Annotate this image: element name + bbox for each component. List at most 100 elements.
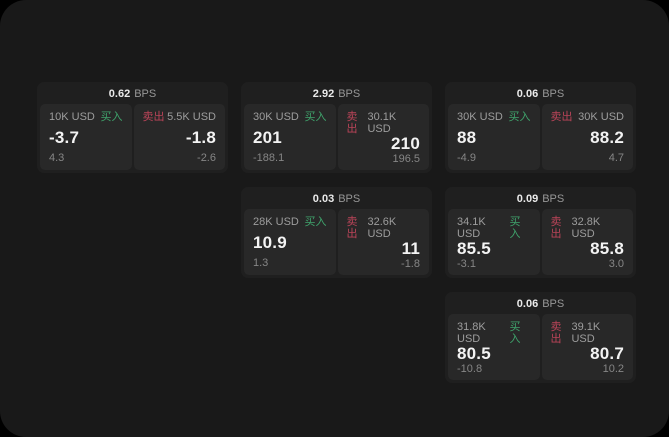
- bps-header: 0.09 BPS: [448, 190, 633, 209]
- quote-card: 0.03 BPS 28K USD 买入 10.9 1.3 卖出 32.6K US…: [241, 187, 432, 278]
- buy-size: 30K USD: [457, 111, 503, 123]
- buy-panel[interactable]: 10K USD 买入 -3.7 4.3: [40, 104, 132, 170]
- buy-panel-header: 10K USD 买入: [49, 111, 123, 123]
- sell-size: 32.6K USD: [367, 216, 397, 240]
- buy-price: 88: [457, 127, 477, 147]
- sell-price: -1.8: [185, 127, 216, 147]
- bps-value: 0.62: [108, 88, 131, 100]
- sell-panel-header: 卖出 39.1K USD: [551, 321, 625, 345]
- buy-panel[interactable]: 30K USD 买入 88 -4.9: [448, 104, 540, 170]
- bps-unit-label: BPS: [134, 88, 157, 100]
- bps-value: 0.03: [312, 193, 335, 205]
- card-body: 30K USD 买入 201 -188.1 卖出 30.1K USD 210 1…: [244, 104, 429, 170]
- buy-panel[interactable]: 30K USD 买入 201 -188.1: [244, 104, 336, 170]
- sell-panel[interactable]: 卖出 32.6K USD 11 -1.8: [337, 209, 429, 275]
- card-body: 10K USD 买入 -3.7 4.3 卖出 5.5K USD -1.8 -2.…: [40, 104, 225, 170]
- bps-header: 0.03 BPS: [244, 190, 429, 209]
- buy-panel[interactable]: 31.8K USD 买入 80.5 -10.8: [448, 314, 540, 380]
- sell-change: 4.7: [608, 152, 624, 164]
- quote-cards-grid: 0.62 BPS 10K USD 买入 -3.7 4.3 卖出 5.5K USD: [37, 82, 636, 383]
- bps-value: 0.06: [516, 88, 539, 100]
- buy-price: 10.9: [253, 232, 287, 252]
- quote-card: 0.62 BPS 10K USD 买入 -3.7 4.3 卖出 5.5K USD: [37, 82, 228, 173]
- sell-change: 3.0: [608, 258, 624, 270]
- bps-value: 0.06: [516, 298, 539, 310]
- bps-unit-label: BPS: [542, 298, 565, 310]
- buy-size: 31.8K USD: [457, 321, 486, 345]
- sell-panel[interactable]: 卖出 30K USD 88.2 4.7: [541, 104, 633, 170]
- buy-size: 28K USD: [253, 216, 299, 228]
- buy-change: -10.8: [457, 363, 483, 375]
- buy-change: 4.3: [49, 152, 65, 164]
- buy-panel-header: 30K USD 买入: [457, 111, 531, 123]
- sell-panel-header: 卖出 30.1K USD: [347, 111, 421, 135]
- sell-change: -1.8: [401, 258, 420, 270]
- quote-card: 0.09 BPS 34.1K USD 买入 85.5 -3.1 卖出 32.8K…: [445, 187, 636, 278]
- bps-header: 0.06 BPS: [448, 295, 633, 314]
- bps-header: 0.06 BPS: [448, 85, 633, 104]
- buy-panel-header: 31.8K USD 买入: [457, 321, 531, 345]
- sell-panel[interactable]: 卖出 39.1K USD 80.7 10.2: [541, 314, 633, 380]
- sell-label: 卖出: [346, 216, 358, 240]
- buy-panel-header: 34.1K USD 买入: [457, 216, 531, 240]
- sell-panel[interactable]: 卖出 5.5K USD -1.8 -2.6: [133, 104, 225, 170]
- sell-size: 5.5K USD: [167, 111, 216, 123]
- buy-label: 买入: [509, 216, 521, 240]
- buy-price: 201: [253, 127, 282, 147]
- buy-label: 买入: [304, 216, 327, 228]
- bps-unit-label: BPS: [542, 88, 565, 100]
- sell-label: 卖出: [550, 111, 573, 123]
- card-body: 34.1K USD 买入 85.5 -3.1 卖出 32.8K USD 85.8…: [448, 209, 633, 275]
- sell-panel-header: 卖出 32.6K USD: [347, 216, 421, 240]
- buy-panel-header: 28K USD 买入: [253, 216, 327, 228]
- bps-header: 2.92 BPS: [244, 85, 429, 104]
- sell-label: 卖出: [550, 216, 562, 240]
- buy-change: -3.1: [457, 258, 476, 270]
- sell-label: 卖出: [550, 321, 562, 345]
- card-body: 30K USD 买入 88 -4.9 卖出 30K USD 88.2 4.7: [448, 104, 633, 170]
- bps-header: 0.62 BPS: [40, 85, 225, 104]
- sell-price: 80.7: [590, 344, 624, 363]
- buy-label: 买入: [100, 111, 123, 123]
- sell-price: 11: [401, 239, 420, 258]
- sell-price: 88.2: [590, 127, 624, 147]
- sell-size: 30K USD: [578, 111, 624, 123]
- sell-label: 卖出: [142, 111, 165, 123]
- sell-panel[interactable]: 卖出 30.1K USD 210 196.5: [337, 104, 429, 170]
- card-body: 31.8K USD 买入 80.5 -10.8 卖出 39.1K USD 80.…: [448, 314, 633, 380]
- buy-price: 85.5: [457, 239, 491, 258]
- buy-change: -188.1: [253, 152, 285, 164]
- buy-price: -3.7: [49, 127, 80, 147]
- sell-panel-header: 卖出 32.8K USD: [551, 216, 625, 240]
- bps-value: 2.92: [312, 88, 335, 100]
- buy-panel-header: 30K USD 买入: [253, 111, 327, 123]
- bps-unit-label: BPS: [338, 88, 361, 100]
- buy-label: 买入: [508, 111, 531, 123]
- sell-panel[interactable]: 卖出 32.8K USD 85.8 3.0: [541, 209, 633, 275]
- buy-size: 34.1K USD: [457, 216, 486, 240]
- buy-label: 买入: [509, 321, 521, 345]
- buy-panel[interactable]: 34.1K USD 买入 85.5 -3.1: [448, 209, 540, 275]
- buy-panel[interactable]: 28K USD 买入 10.9 1.3: [244, 209, 336, 275]
- sell-size: 30.1K USD: [367, 111, 397, 135]
- sell-change: 10.2: [602, 363, 624, 375]
- quote-card: 0.06 BPS 31.8K USD 买入 80.5 -10.8 卖出 39.1…: [445, 292, 636, 383]
- card-body: 28K USD 买入 10.9 1.3 卖出 32.6K USD 11 -1.8: [244, 209, 429, 275]
- buy-label: 买入: [304, 111, 327, 123]
- buy-change: 1.3: [253, 257, 269, 269]
- buy-size: 10K USD: [49, 111, 95, 123]
- quote-card: 2.92 BPS 30K USD 买入 201 -188.1 卖出 30.1K …: [241, 82, 432, 173]
- sell-change: 196.5: [392, 153, 420, 165]
- buy-change: -4.9: [457, 152, 476, 164]
- sell-price: 85.8: [590, 239, 624, 258]
- bps-unit-label: BPS: [542, 193, 565, 205]
- buy-price: 80.5: [457, 344, 491, 363]
- sell-change: -2.6: [197, 152, 216, 164]
- bps-value: 0.09: [516, 193, 539, 205]
- sell-panel-header: 卖出 30K USD: [551, 111, 625, 123]
- bps-unit-label: BPS: [338, 193, 361, 205]
- sell-size: 39.1K USD: [571, 321, 601, 345]
- quote-card: 0.06 BPS 30K USD 买入 88 -4.9 卖出 30K USD: [445, 82, 636, 173]
- buy-size: 30K USD: [253, 111, 299, 123]
